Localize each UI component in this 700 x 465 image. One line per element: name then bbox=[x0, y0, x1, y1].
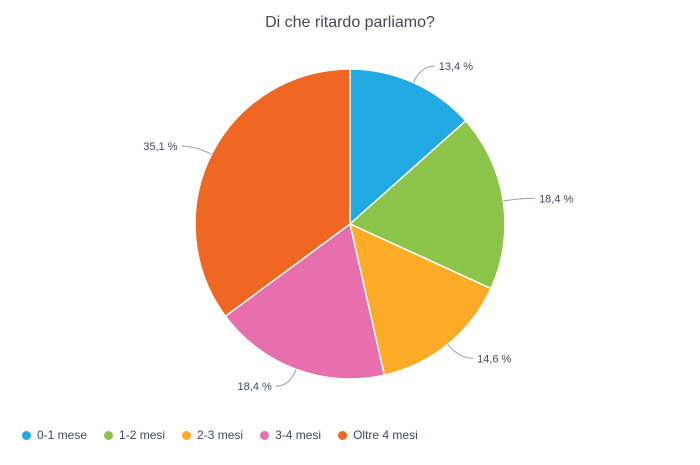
legend-label: 1-2 mesi bbox=[119, 428, 166, 442]
pie-chart: 13,4 % 18,4 % 14,6 % 18,4 % 35,1 % bbox=[143, 61, 573, 393]
legend-label: Oltre 4 mesi bbox=[353, 428, 418, 442]
data-label-2: 18,4 % bbox=[539, 193, 573, 205]
legend-marker-icon bbox=[104, 430, 114, 440]
legend-marker-icon bbox=[182, 430, 192, 440]
legend-label: 0-1 mese bbox=[37, 428, 88, 442]
legend-item-1[interactable]: 0-1 mese bbox=[22, 428, 87, 442]
leader-line-4 bbox=[275, 369, 297, 387]
legend-label: 3-4 mesi bbox=[275, 428, 322, 442]
leader-line-2 bbox=[503, 197, 536, 202]
leader-line-1 bbox=[412, 65, 435, 83]
leader-line-5 bbox=[181, 145, 212, 155]
data-label-1: 13,4 % bbox=[439, 61, 473, 73]
legend-marker-icon bbox=[338, 430, 348, 440]
legend-item-4[interactable]: 3-4 mesi bbox=[260, 428, 321, 442]
data-label-5: 35,1 % bbox=[143, 141, 177, 153]
legend-marker-icon bbox=[260, 430, 270, 440]
pie-slice-1 bbox=[349, 68, 467, 225]
legend-item-2[interactable]: 1-2 mesi bbox=[104, 428, 165, 442]
leader-line-3 bbox=[447, 343, 474, 359]
legend-marker-icon bbox=[22, 430, 31, 440]
pie-slice-4 bbox=[224, 223, 386, 380]
data-label-4: 18,4 % bbox=[238, 381, 272, 393]
legend-item-3[interactable]: 2-3 mesi bbox=[182, 428, 243, 442]
legend-label: 2-3 mesi bbox=[197, 428, 244, 442]
pie-slice-5 bbox=[194, 68, 351, 317]
data-label-3: 14,6 % bbox=[477, 353, 511, 365]
legend: 0-1 mese 1-2 mesi 2-3 mesi 3-4 mesi Oltre 4 … bbox=[22, 427, 435, 443]
chart-title: Di che ritardo parliamo? bbox=[265, 14, 435, 31]
legend-item-5[interactable]: Oltre 4 mesi bbox=[338, 428, 418, 442]
